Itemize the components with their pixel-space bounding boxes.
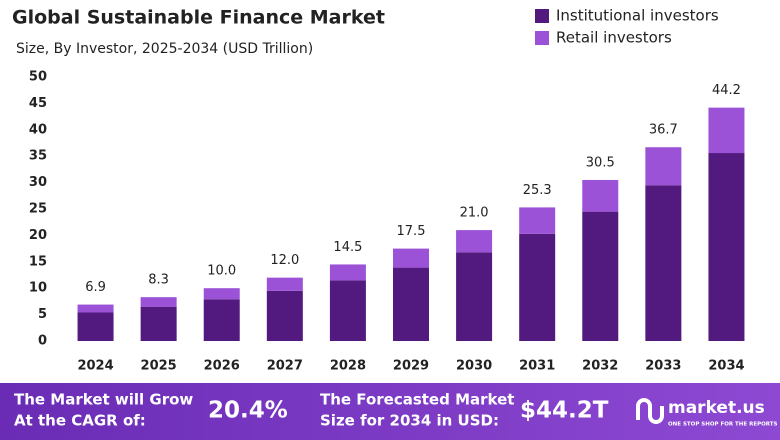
- y-tick-label: 50: [29, 70, 47, 85]
- total-label: 30.5: [586, 155, 615, 170]
- brand-name: market.us: [668, 398, 765, 418]
- bar-segment: [393, 248, 429, 268]
- bar-segment: [140, 306, 177, 341]
- chart-title: Global Sustainable Finance Market: [12, 7, 385, 29]
- brand-tagline: ONE STOP SHOP FOR THE REPORTS: [668, 422, 778, 428]
- x-tick-label: 2028: [330, 359, 366, 374]
- bar-segment: [77, 312, 114, 341]
- bar-segment: [456, 252, 493, 341]
- x-tick-label: 2029: [393, 359, 429, 374]
- bar-segment: [203, 288, 240, 300]
- forecast-text: The Forecasted Market: [320, 391, 514, 409]
- y-tick-label: 15: [29, 254, 47, 269]
- bar-segment: [582, 211, 619, 341]
- total-label: 12.0: [270, 253, 299, 268]
- x-tick-label: 2025: [141, 359, 177, 374]
- total-label: 36.7: [649, 123, 678, 138]
- y-tick-label: 40: [29, 122, 47, 137]
- y-tick-label: 35: [29, 149, 47, 164]
- y-tick-label: 10: [29, 281, 47, 296]
- x-tick-label: 2034: [708, 359, 744, 374]
- bar-segment: [456, 230, 493, 253]
- y-tick-label: 20: [29, 228, 47, 243]
- bar-segment: [266, 290, 303, 341]
- x-tick-label: 2030: [456, 359, 492, 374]
- y-tick-label: 45: [29, 96, 47, 111]
- bar-segment: [645, 185, 682, 341]
- y-tick-label: 25: [29, 202, 47, 217]
- cagr-value: 20.4%: [208, 398, 288, 424]
- bar-segment: [582, 179, 619, 212]
- legend-label: Retail investors: [556, 29, 672, 47]
- x-tick-label: 2024: [77, 359, 113, 374]
- total-label: 21.0: [460, 206, 489, 221]
- cagr-text: At the CAGR of:: [14, 412, 146, 430]
- bar-segment: [708, 107, 745, 154]
- bar-segment: [203, 299, 240, 341]
- cagr-text: The Market will Grow: [14, 391, 193, 409]
- total-label: 14.5: [333, 240, 362, 255]
- bar-segment: [393, 267, 429, 341]
- x-tick-label: 2026: [204, 359, 240, 374]
- bar-segment: [329, 264, 366, 281]
- forecast-text: Size for 2034 in USD:: [320, 412, 499, 430]
- forecast-value: $44.2T: [520, 398, 609, 424]
- bar-segment: [645, 147, 682, 186]
- bar-segment: [266, 277, 303, 291]
- total-label: 10.0: [207, 264, 236, 279]
- y-tick-label: 0: [38, 334, 47, 349]
- total-label: 17.5: [397, 224, 426, 239]
- brand-logo: [636, 398, 664, 424]
- y-tick-label: 30: [29, 175, 47, 190]
- total-label: 44.2: [712, 83, 741, 98]
- y-tick-label: 5: [38, 307, 47, 322]
- legend-swatch: [535, 31, 549, 45]
- x-tick-label: 2033: [645, 359, 681, 374]
- legend-label: Institutional investors: [556, 7, 719, 25]
- x-tick-label: 2027: [267, 359, 303, 374]
- bar-segment: [77, 304, 114, 313]
- total-label: 6.9: [85, 280, 106, 295]
- x-tick-label: 2031: [519, 359, 555, 374]
- legend-swatch: [535, 9, 549, 23]
- bar-segment: [519, 233, 556, 341]
- bar-segment: [140, 297, 177, 307]
- total-label: 25.3: [523, 183, 552, 198]
- bar-segment: [519, 207, 556, 234]
- chart-subtitle: Size, By Investor, 2025-2034 (USD Trilli…: [16, 41, 313, 57]
- total-label: 8.3: [148, 273, 169, 288]
- x-tick-label: 2032: [582, 359, 618, 374]
- bar-segment: [708, 153, 745, 341]
- bar-segment: [329, 280, 366, 341]
